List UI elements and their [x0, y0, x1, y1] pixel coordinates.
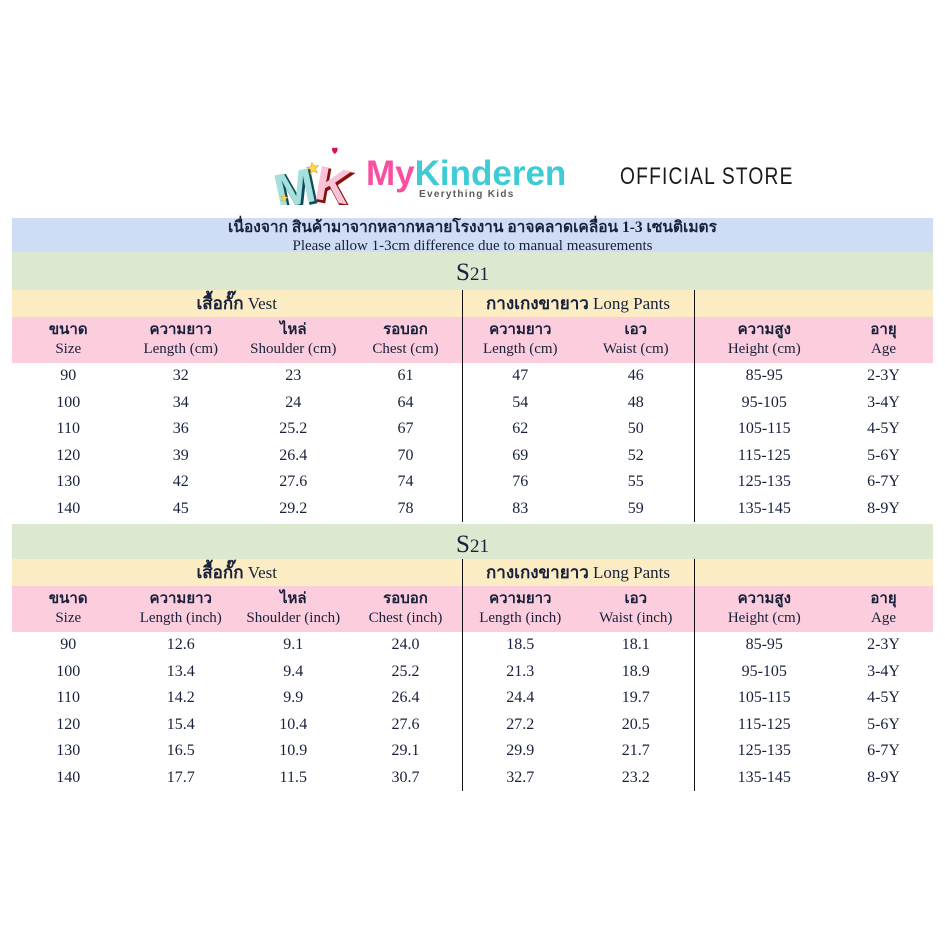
svg-text:K: K	[311, 156, 355, 205]
